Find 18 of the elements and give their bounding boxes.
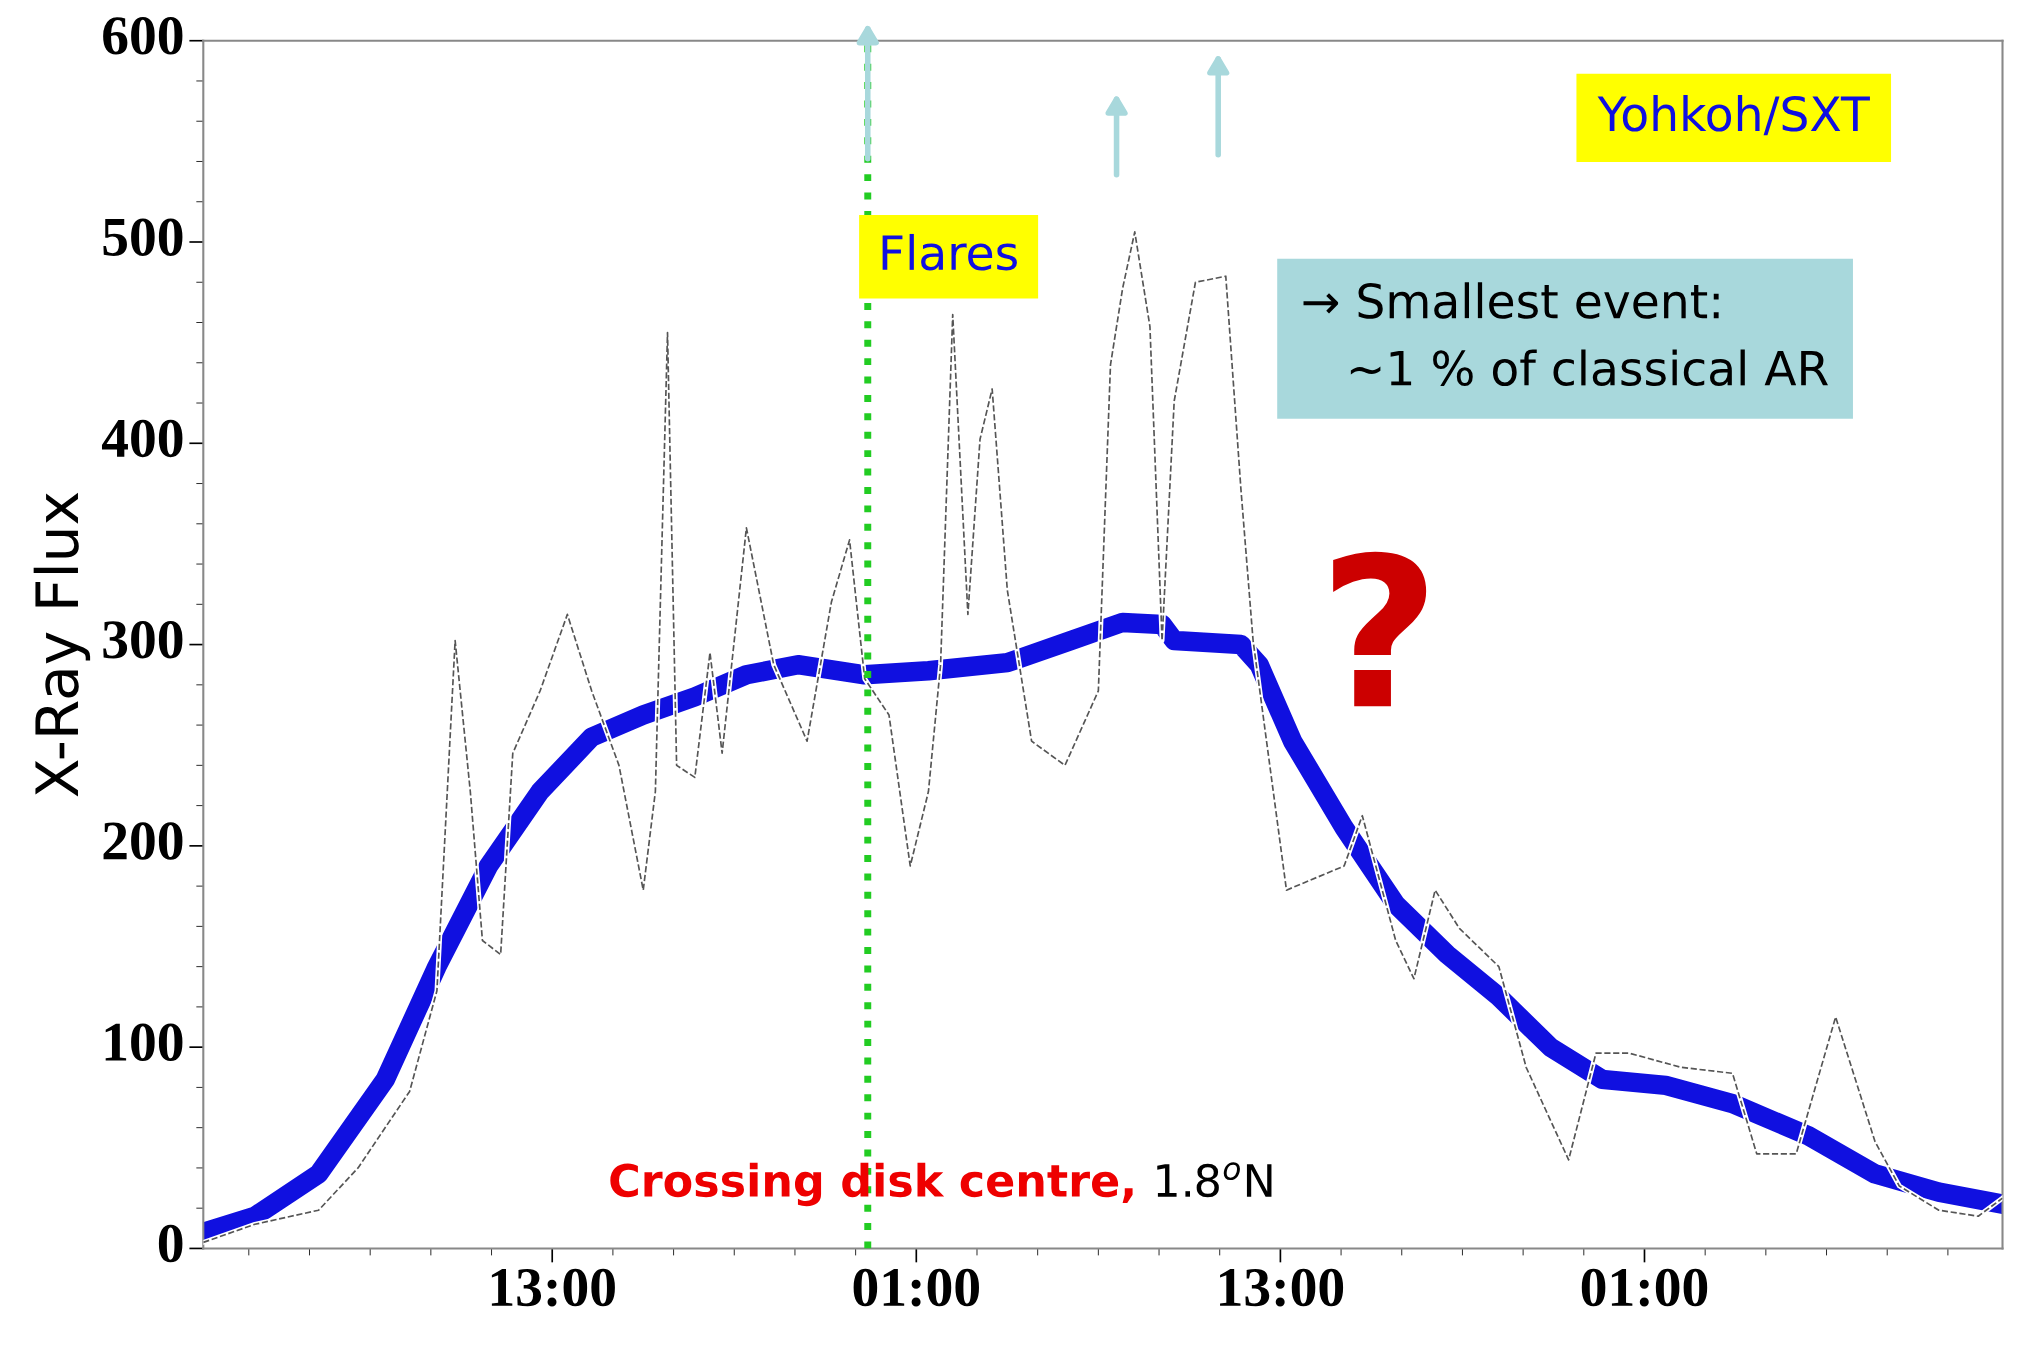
y-tick-label: 200 <box>103 822 183 860</box>
annotation: → Smallest event: ~1 % of classical AR <box>1303 282 1829 387</box>
y-tick-label: 600 <box>103 17 183 55</box>
x-tick-label: 01:00 <box>853 1268 979 1307</box>
annotation: ? <box>1333 551 1427 707</box>
y-tick-label: 0 <box>158 1224 183 1263</box>
annotation: Flares <box>882 233 1017 271</box>
y-tick-label: 300 <box>103 620 183 659</box>
annotation: 1.8$^{o}$N <box>1157 1162 1272 1198</box>
y-axis-title: X-Ray Flux <box>33 492 91 797</box>
annotation: Crossing disk centre, <box>610 1162 1133 1207</box>
x-tick-label: 13:00 <box>1220 1268 1344 1307</box>
y-tick-label: 400 <box>101 419 183 458</box>
x-tick-label: 13:00 <box>491 1268 615 1307</box>
annotation: Yohkoh/SXT <box>1597 95 1870 136</box>
y-tick-label: 100 <box>105 1023 183 1062</box>
x-tick-label: 01:00 <box>1581 1268 1708 1307</box>
y-tick-label: 500 <box>103 218 183 256</box>
